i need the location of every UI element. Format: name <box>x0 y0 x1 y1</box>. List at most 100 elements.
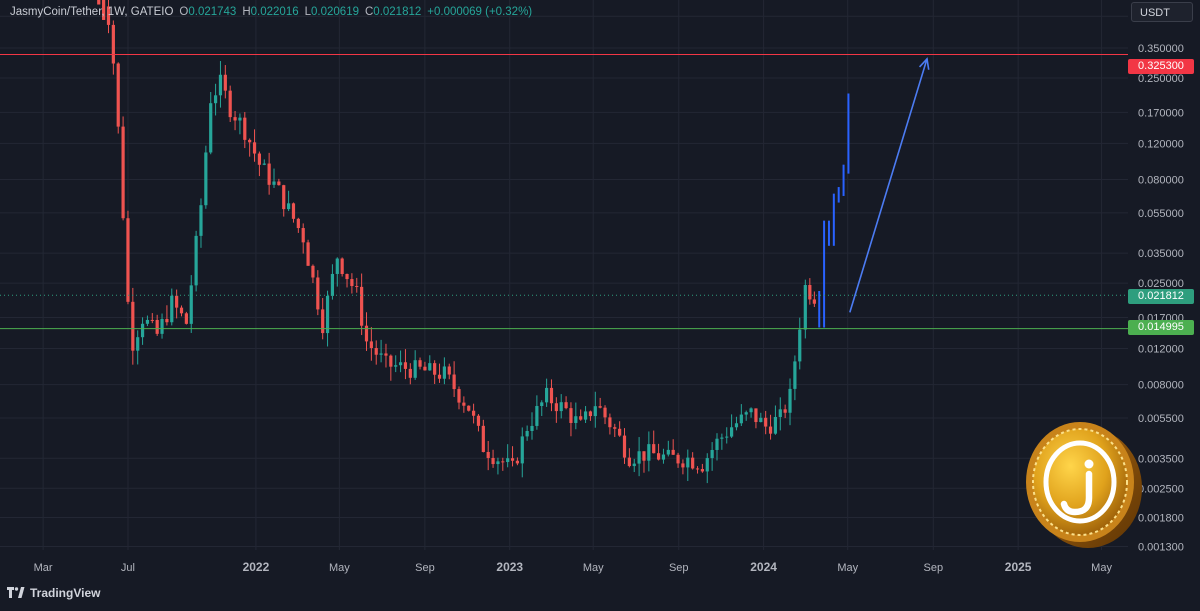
candle-body <box>554 403 558 412</box>
candle-body <box>598 406 602 408</box>
candle-body <box>725 436 729 438</box>
candle-body <box>622 435 627 458</box>
candle-body <box>710 449 714 459</box>
candle-body <box>355 286 359 288</box>
candle-body <box>442 366 446 379</box>
price-tick-label: 0.008000 <box>1138 380 1184 392</box>
candle-body <box>520 436 524 464</box>
candle-body <box>413 360 417 378</box>
candle-body <box>515 460 520 464</box>
candle-body <box>209 103 213 153</box>
candle-body <box>715 438 719 450</box>
candle-body <box>204 152 208 206</box>
candle-body <box>773 416 778 434</box>
candle-body <box>340 258 344 274</box>
candle-body <box>111 24 115 64</box>
candle-body <box>764 417 768 427</box>
time-tick-label: May <box>583 562 604 574</box>
candle-body <box>369 341 373 349</box>
candle-body <box>803 285 807 330</box>
candle-body <box>608 417 612 428</box>
candle-body <box>301 228 305 243</box>
candle-body <box>136 337 140 351</box>
candle-body <box>306 242 310 266</box>
candle-body <box>374 348 378 355</box>
candle-body <box>681 463 685 468</box>
change-value: +0.000069 (+0.32%) <box>427 6 533 18</box>
candle-body <box>540 402 544 406</box>
candle-body <box>165 318 169 323</box>
candle-body <box>131 301 135 351</box>
candle-body <box>734 423 739 428</box>
candle-body <box>223 74 227 91</box>
price-tick-label: 0.001300 <box>1138 542 1184 554</box>
candle-body <box>686 457 690 468</box>
price-tick-label: 0.002500 <box>1138 483 1184 495</box>
candle-body <box>462 402 466 406</box>
price-tick-label: 0.001800 <box>1138 513 1184 525</box>
candle-body <box>452 374 456 390</box>
candle-body <box>335 258 339 274</box>
candle-body <box>296 218 300 229</box>
candle-body <box>189 285 193 324</box>
candle-body <box>277 181 281 186</box>
time-tick-label: 2023 <box>496 560 523 574</box>
currency-button[interactable]: USDT <box>1131 2 1193 22</box>
candle-body <box>695 468 700 470</box>
candle-body <box>618 428 622 436</box>
candle-body <box>267 163 271 185</box>
candle-body <box>423 366 427 371</box>
candle-body <box>311 265 315 278</box>
candle-body <box>749 408 753 413</box>
candle-body <box>403 362 408 369</box>
time-tick-label: Mar <box>34 562 53 574</box>
candle-body <box>481 425 485 452</box>
candles <box>97 0 816 484</box>
candle-body <box>194 235 198 286</box>
candle-body <box>252 142 257 154</box>
time-tick-label: Sep <box>669 562 689 574</box>
candle-body <box>238 117 242 121</box>
candle-body <box>783 409 787 413</box>
candle-body <box>321 309 325 334</box>
candle-body <box>316 277 320 310</box>
candle-body <box>179 307 184 314</box>
candle-body <box>793 361 797 389</box>
candle-body <box>418 360 422 367</box>
time-tick-label: 2025 <box>1005 560 1032 574</box>
candle-body <box>525 430 529 437</box>
candle-body <box>579 416 583 420</box>
candle-body <box>506 458 510 463</box>
candle-body <box>447 366 451 375</box>
candle-body <box>257 153 261 165</box>
tradingview-icon <box>7 587 25 598</box>
candle-body <box>360 286 364 326</box>
candle-body <box>243 117 247 140</box>
price-tick-label: 0.025000 <box>1138 278 1184 290</box>
candle-body <box>739 414 743 424</box>
candle-body <box>291 203 296 219</box>
candle-body <box>233 117 237 121</box>
candle-body <box>627 457 631 467</box>
candle-body <box>398 362 403 366</box>
time-tick-label: May <box>1091 562 1112 574</box>
open-label: O <box>179 6 189 18</box>
candle-body <box>632 463 636 467</box>
close-label: C <box>364 6 374 18</box>
candle-body <box>759 417 763 423</box>
candle-body <box>140 323 145 338</box>
candle-body <box>652 444 656 454</box>
close-value: 0.021812 <box>373 6 422 18</box>
candle-body <box>661 454 666 460</box>
candle-body <box>647 444 651 461</box>
current-price-tag: 0.021812 <box>1128 289 1194 304</box>
candle-body <box>408 368 412 378</box>
tradingview-logo[interactable]: TradingView <box>7 586 100 600</box>
candle-body <box>218 74 223 96</box>
candle-body <box>330 273 335 296</box>
candle-body <box>603 407 607 418</box>
candle-body <box>564 402 568 409</box>
candle-body <box>102 0 106 20</box>
